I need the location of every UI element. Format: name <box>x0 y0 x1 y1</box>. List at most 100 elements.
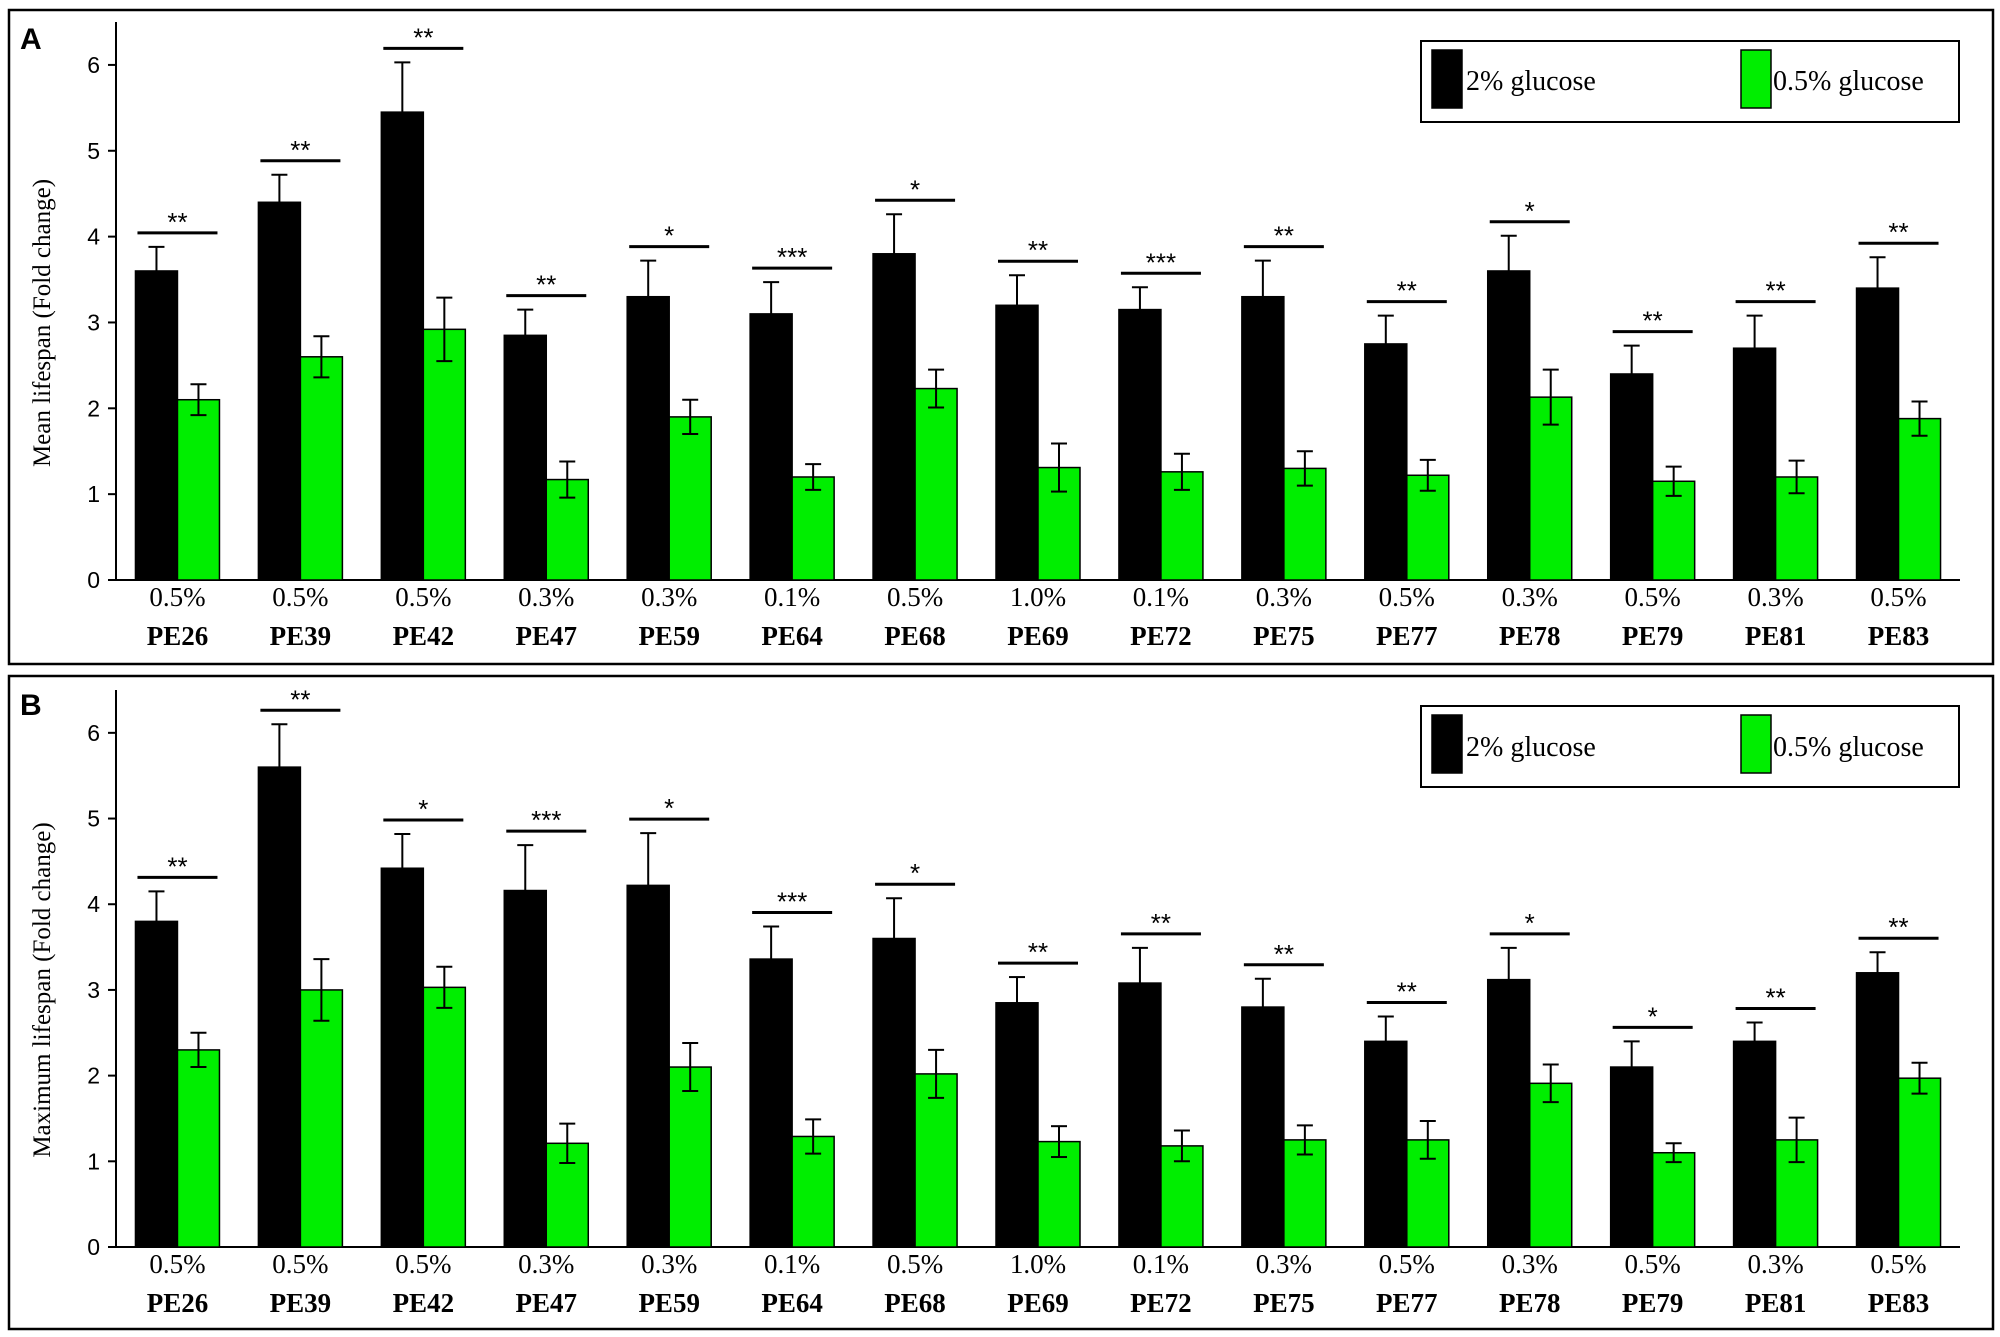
bar-2pct-glucose <box>1486 270 1531 581</box>
significance-label: * <box>1525 908 1535 938</box>
category-label: PE69 <box>1007 1288 1069 1318</box>
significance-label: ** <box>1151 908 1171 938</box>
bar-05pct-glucose <box>176 398 221 581</box>
panel-b: B Maximum lifespan (Fold change) 0 1 2 3 4 5 6… <box>7 674 1995 1331</box>
significance-label: ** <box>167 207 187 237</box>
bar-05pct-glucose <box>791 476 835 581</box>
bar-2pct-glucose <box>872 937 916 1248</box>
significance-label: ** <box>1888 912 1908 942</box>
panel-a-letter: A <box>20 23 42 56</box>
significance-label: *** <box>777 242 807 272</box>
significance-label: * <box>1525 196 1535 226</box>
significance-label: * <box>910 858 920 888</box>
bar-2pct-glucose <box>1118 982 1162 1248</box>
concentration-label: 0.5% <box>395 582 451 612</box>
bar-2pct-glucose <box>1855 972 1900 1248</box>
significance-label: ** <box>1028 937 1048 967</box>
panel-a-frame <box>7 8 1995 666</box>
panel-a-legend: 2% glucose 0.5% glucose <box>1420 40 1960 123</box>
category-label: PE75 <box>1253 1288 1315 1318</box>
legend-swatch-2pct <box>1431 49 1463 109</box>
bar-2pct-glucose <box>380 867 425 1248</box>
bar-2pct-glucose <box>749 313 793 581</box>
significance-label: * <box>1648 1001 1658 1031</box>
y-tick-label: 4 <box>87 224 100 250</box>
concentration-label: 0.5% <box>1379 1249 1435 1279</box>
bar-2pct-glucose <box>257 766 302 1248</box>
legend-label-05pct: 0.5% glucose <box>1773 66 1924 97</box>
bar-2pct-glucose <box>1609 1066 1654 1248</box>
concentration-label: 0.5% <box>149 582 205 612</box>
bar-05pct-glucose <box>1897 1077 1942 1248</box>
y-tick-label: 0 <box>87 1234 100 1260</box>
bar-2pct-glucose <box>134 920 179 1248</box>
concentration-label: 0.3% <box>1256 1249 1312 1279</box>
category-label: PE39 <box>270 621 332 651</box>
bar-05pct-glucose <box>668 1066 712 1248</box>
significance-label: ** <box>1274 939 1294 969</box>
concentration-label: 1.0% <box>1010 1249 1066 1279</box>
significance-label: * <box>910 174 920 204</box>
bar-2pct-glucose <box>380 111 425 581</box>
concentration-label: 0.1% <box>1133 1249 1189 1279</box>
bar-2pct-glucose <box>749 958 793 1248</box>
significance-label: ** <box>413 22 433 52</box>
significance-label: ** <box>1274 221 1294 251</box>
concentration-label: 0.3% <box>1502 1249 1558 1279</box>
significance-label: ** <box>1397 976 1417 1006</box>
bar-2pct-glucose <box>1364 1040 1408 1248</box>
concentration-label: 0.5% <box>272 1249 328 1279</box>
bar-05pct-glucose <box>1528 396 1573 581</box>
concentration-label: 0.5% <box>395 1249 451 1279</box>
significance-label: ** <box>1028 235 1048 265</box>
bar-05pct-glucose <box>176 1049 221 1248</box>
panel-b-frame <box>7 674 1995 1331</box>
bar-05pct-glucose <box>1897 417 1942 581</box>
category-label: PE59 <box>638 1288 700 1318</box>
category-label: PE64 <box>761 621 823 651</box>
concentration-label: 0.5% <box>1870 1249 1926 1279</box>
bar-2pct-glucose <box>626 295 670 581</box>
category-label: PE42 <box>393 621 455 651</box>
concentration-label: 0.3% <box>1502 582 1558 612</box>
significance-label: ** <box>290 135 310 165</box>
legend-box <box>1420 705 1960 788</box>
y-tick-label: 1 <box>87 481 100 507</box>
bar-05pct-glucose <box>299 356 344 581</box>
y-tick-label: 6 <box>87 720 100 746</box>
legend-label-2pct: 2% glucose <box>1466 732 1596 763</box>
category-label: PE79 <box>1622 621 1684 651</box>
panel-b-letter: B <box>20 689 42 722</box>
category-label: PE77 <box>1376 621 1438 651</box>
concentration-label: 0.3% <box>641 582 697 612</box>
panel-b-plot-area: 0123456**0.5%PE26**0.5%PE39*0.5%PE42***0… <box>87 684 1960 1318</box>
category-label: PE59 <box>638 621 700 651</box>
y-tick-label: 2 <box>87 1063 100 1089</box>
panel-b-legend: 2% glucose 0.5% glucose <box>1420 705 1960 788</box>
category-label: PE26 <box>147 1288 209 1318</box>
significance-label: * <box>664 221 674 251</box>
bar-05pct-glucose <box>1651 1151 1696 1248</box>
concentration-label: 0.3% <box>641 1249 697 1279</box>
bar-2pct-glucose <box>1364 343 1408 581</box>
category-label: PE47 <box>516 621 578 651</box>
category-label: PE72 <box>1130 1288 1192 1318</box>
category-label: PE68 <box>884 621 946 651</box>
concentration-label: 0.5% <box>149 1249 205 1279</box>
bar-2pct-glucose <box>503 889 548 1248</box>
concentration-label: 0.1% <box>764 582 820 612</box>
category-label: PE81 <box>1745 621 1807 651</box>
bar-2pct-glucose <box>134 270 179 581</box>
concentration-label: 0.5% <box>1625 1249 1681 1279</box>
concentration-label: 0.5% <box>1625 582 1681 612</box>
category-label: PE75 <box>1253 621 1315 651</box>
bar-2pct-glucose <box>995 1002 1039 1248</box>
category-label: PE81 <box>1745 1288 1807 1318</box>
bar-05pct-glucose <box>1406 474 1450 581</box>
bar-2pct-glucose <box>1732 347 1777 581</box>
y-tick-label: 0 <box>87 567 100 593</box>
concentration-label: 0.5% <box>887 1249 943 1279</box>
legend-swatch-05pct <box>1740 49 1772 109</box>
bar-2pct-glucose <box>257 201 302 581</box>
